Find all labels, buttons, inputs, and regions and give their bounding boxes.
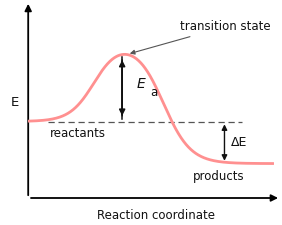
Text: transition state: transition state <box>131 20 271 54</box>
Text: a: a <box>150 86 158 99</box>
Text: E: E <box>11 96 19 109</box>
Text: ΔE: ΔE <box>231 136 247 149</box>
Text: reactants: reactants <box>50 127 106 140</box>
Text: Reaction coordinate: Reaction coordinate <box>97 209 215 222</box>
Text: products: products <box>193 171 244 183</box>
Text: E: E <box>137 77 146 91</box>
